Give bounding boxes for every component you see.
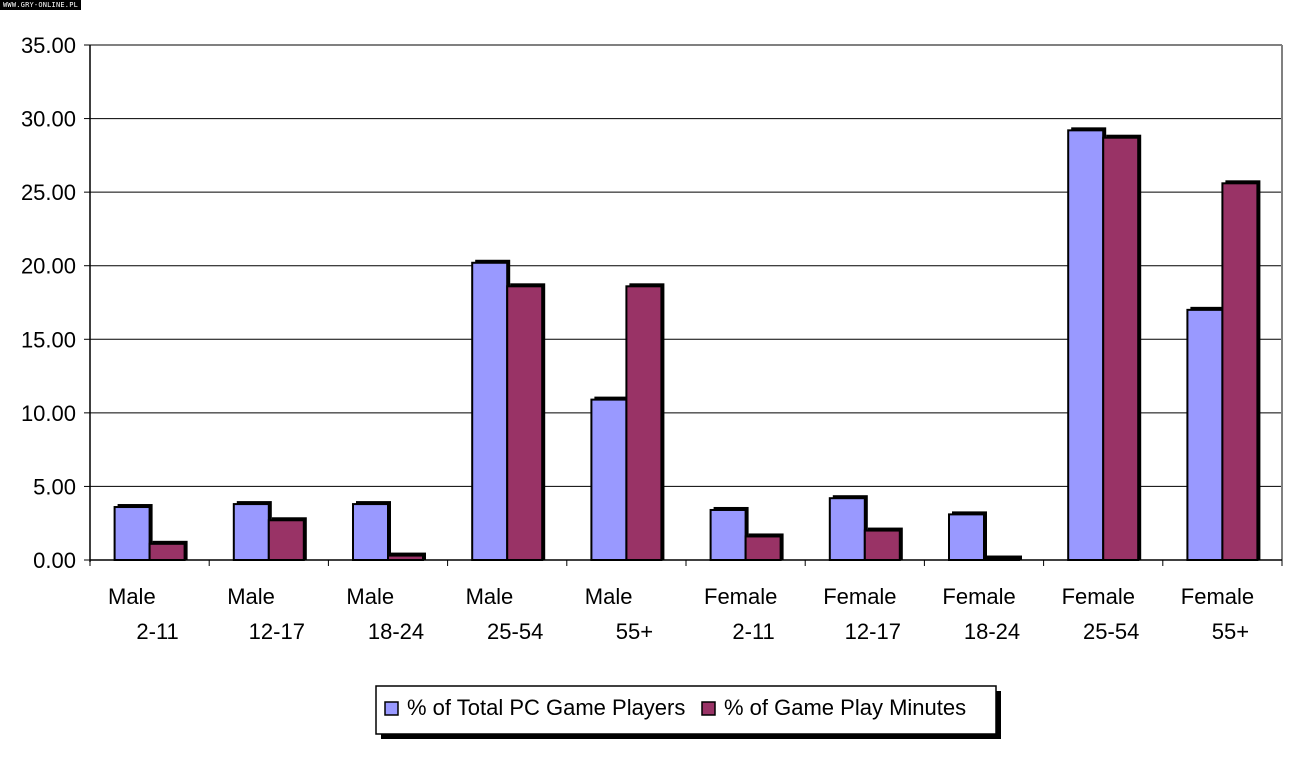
x-category-label-line1: Male (346, 584, 394, 609)
bar (590, 396, 630, 561)
bar (948, 511, 987, 562)
y-tick-label: 5.00 (33, 474, 76, 499)
x-category-label-line2: 12-17 (845, 619, 901, 644)
bar-fill (948, 513, 985, 562)
legend-box (375, 685, 997, 735)
x-axis-categories: Male 2-11 Male 12-17 Male 18-24 Male 25-54 Male 5… (89, 560, 1283, 644)
bar (828, 495, 868, 562)
x-category-label-line2: 18-24 (368, 619, 424, 644)
y-tick-label: 25.00 (21, 180, 76, 205)
x-category-label-line1: Female (942, 584, 1015, 609)
x-category-label-line1: Male (227, 584, 275, 609)
legend-label: % of Game Play Minutes (724, 695, 966, 720)
y-tick-label: 0.00 (33, 548, 76, 573)
bar (625, 283, 665, 561)
x-category-label-line1: Female (1062, 584, 1135, 609)
bar (352, 501, 391, 562)
watermark: WWW.GRY-ONLINE.PL (0, 0, 82, 10)
bar (506, 283, 546, 561)
bar-fill (744, 535, 782, 562)
bar (387, 552, 426, 561)
x-category-label-line2: 55+ (616, 619, 653, 644)
bar-fill (113, 506, 151, 561)
bar-fill (506, 285, 544, 561)
bar (1102, 134, 1142, 561)
bar-fill (828, 497, 866, 562)
bar (267, 517, 307, 561)
y-tick-label: 35.00 (21, 33, 76, 58)
bar-fill (590, 398, 628, 561)
x-category-label-line1: Female (704, 584, 777, 609)
x-category-label-line1: Male (585, 584, 633, 609)
bar (113, 504, 153, 561)
bar-fill (232, 503, 270, 562)
y-tick-label: 10.00 (21, 401, 76, 426)
x-category-label-line1: Female (1181, 584, 1254, 609)
bar-fill (148, 542, 186, 561)
bar-fill (267, 519, 305, 561)
bars (113, 127, 1261, 562)
legend-label: % of Total PC Game Players (407, 695, 685, 720)
bar-fill (1067, 129, 1105, 561)
x-category-label-line2: 25-54 (487, 619, 543, 644)
x-category-label-line1: Male (466, 584, 514, 609)
legend-swatch (701, 701, 716, 716)
legend: % of Total PC Game Players % of Game Play… (375, 685, 1001, 739)
x-category-label-line2: 55+ (1212, 619, 1249, 644)
x-category-label-line2: 2-11 (136, 619, 178, 644)
bar-fill (1102, 136, 1140, 561)
bar (471, 259, 511, 561)
bar-fill (863, 529, 901, 561)
x-category-label-line1: Female (823, 584, 896, 609)
bar (709, 506, 749, 562)
bar-fill (625, 285, 663, 561)
y-tick-label: 30.00 (21, 107, 76, 132)
bar (863, 527, 903, 561)
legend-swatch (384, 701, 399, 716)
y-tick-label: 20.00 (21, 254, 76, 279)
bar (744, 533, 784, 562)
x-category-label-line2: 12-17 (249, 619, 305, 644)
bar (148, 540, 188, 561)
y-axis-ticks: 0.00 5.00 10.00 15.00 20.00 25.00 30.00 35.00 (21, 33, 90, 573)
x-category-label-line2: 2-11 (732, 619, 774, 644)
x-category-label-line1: Male (108, 584, 156, 609)
bar-fill (352, 503, 389, 562)
y-tick-label: 15.00 (21, 327, 76, 352)
bar (232, 501, 272, 562)
bar-fill (709, 508, 747, 562)
bar-fill (1186, 308, 1224, 561)
bar (1221, 180, 1261, 561)
bar (1067, 127, 1107, 561)
bar-fill (471, 261, 509, 561)
bar-fill (1221, 182, 1259, 561)
x-category-label-line2: 18-24 (964, 619, 1020, 644)
bar (1186, 306, 1226, 561)
x-category-label-line2: 25-54 (1083, 619, 1139, 644)
